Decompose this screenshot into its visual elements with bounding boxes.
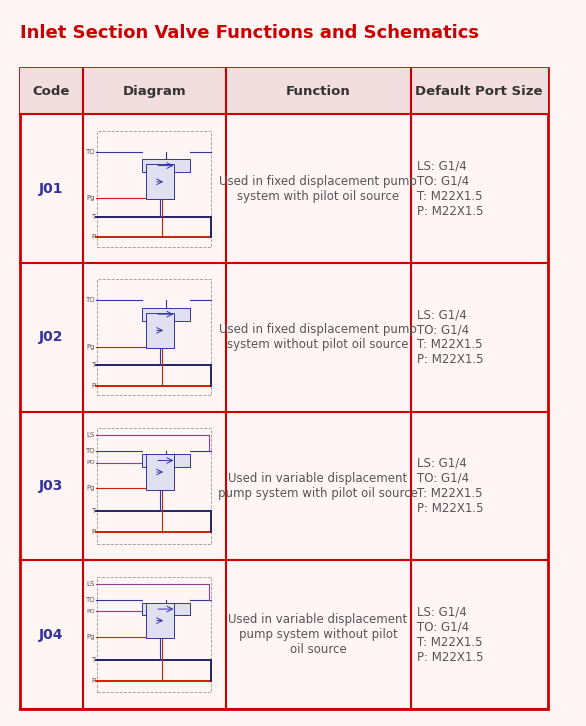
Bar	[142, 603, 190, 616]
Text: J03: J03	[39, 479, 63, 493]
Text: Used in variable displacement
pump system without pilot
oil source: Used in variable displacement pump syste…	[229, 613, 408, 656]
Text: P: P	[91, 234, 95, 240]
Text: J01: J01	[39, 182, 64, 196]
Text: Diagram: Diagram	[122, 84, 186, 97]
Text: TO: TO	[86, 448, 95, 454]
Text: LS: G1/4
TO: G1/4
T: M22X1.5
P: M22X1.5: LS: G1/4 TO: G1/4 T: M22X1.5 P: M22X1.5	[417, 309, 484, 367]
Bar	[142, 159, 190, 172]
Text: T: T	[91, 657, 95, 663]
Text: LS: G1/4
TO: G1/4
T: M22X1.5
P: M22X1.5: LS: G1/4 TO: G1/4 T: M22X1.5 P: M22X1.5	[417, 457, 484, 515]
Bar	[97, 131, 212, 247]
FancyBboxPatch shape	[20, 68, 548, 709]
Text: Default Port Size: Default Port Size	[415, 84, 543, 97]
Bar	[97, 428, 212, 544]
Bar	[142, 308, 190, 321]
Bar	[146, 603, 173, 638]
Text: TO: TO	[86, 149, 95, 155]
Text: TO: TO	[86, 297, 95, 303]
Text: PO: PO	[86, 460, 95, 465]
Text: T: T	[91, 213, 95, 219]
Text: J04: J04	[39, 627, 64, 642]
Text: Code: Code	[33, 84, 70, 97]
Text: LS: G1/4
TO: G1/4
T: M22X1.5
P: M22X1.5: LS: G1/4 TO: G1/4 T: M22X1.5 P: M22X1.5	[417, 160, 484, 218]
Bar	[146, 164, 173, 200]
Text: Pg: Pg	[87, 195, 95, 201]
Text: LS: LS	[87, 432, 95, 438]
Bar	[146, 313, 173, 348]
FancyBboxPatch shape	[20, 68, 548, 115]
Bar	[142, 454, 190, 467]
Text: LS: G1/4
TO: G1/4
T: M22X1.5
P: M22X1.5: LS: G1/4 TO: G1/4 T: M22X1.5 P: M22X1.5	[417, 605, 484, 664]
Text: Inlet Section Valve Functions and Schematics: Inlet Section Valve Functions and Schema…	[20, 25, 479, 42]
Bar	[97, 576, 212, 693]
Text: T: T	[91, 508, 95, 515]
Text: T: T	[91, 362, 95, 368]
Text: Used in fixed displacement pump
system without pilot oil source: Used in fixed displacement pump system w…	[219, 323, 417, 351]
Text: P: P	[91, 678, 95, 684]
Text: J02: J02	[39, 330, 64, 344]
Text: LS: LS	[87, 581, 95, 587]
Text: Pg: Pg	[87, 634, 95, 640]
Text: Used in fixed displacement pump
system with pilot oil source: Used in fixed displacement pump system w…	[219, 175, 417, 203]
Text: P: P	[91, 383, 95, 389]
Text: Pg: Pg	[87, 485, 95, 492]
Text: Used in variable displacement
pump system with pilot oil source: Used in variable displacement pump syste…	[218, 472, 418, 500]
Bar	[146, 454, 173, 489]
Bar	[97, 280, 212, 395]
Text: Pg: Pg	[87, 343, 95, 350]
Text: Function: Function	[286, 84, 350, 97]
Text: TO: TO	[86, 597, 95, 603]
Text: P: P	[91, 529, 95, 535]
Text: PO: PO	[86, 609, 95, 614]
